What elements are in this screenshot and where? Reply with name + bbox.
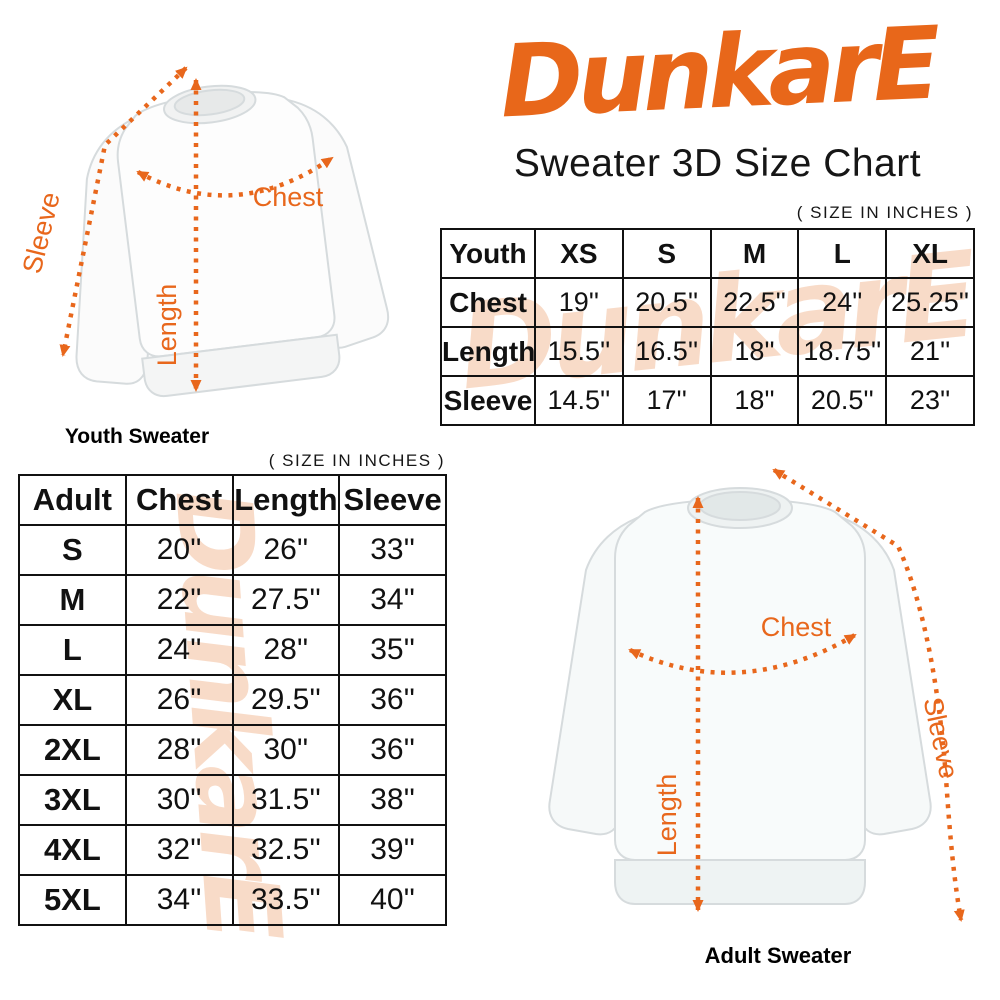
table-cell: 22'': [124, 574, 234, 626]
youth-sweater-graphic: [75, 84, 390, 398]
table-cell: 28'': [231, 624, 341, 676]
table-header-row: Youth XS S M L XL: [440, 228, 975, 279]
adult-sleeve-measure-line: [772, 468, 965, 922]
table-cell: 35'': [338, 624, 447, 676]
column-header: Chest: [124, 474, 234, 526]
table-cell: 34'': [124, 874, 234, 926]
table-cell: 22.5'': [709, 277, 800, 328]
table-row: XL 26'' 29.5'' 36'': [18, 674, 447, 726]
youth-body: [116, 91, 336, 358]
table-cell: 31.5'': [231, 774, 341, 826]
table-cell: 23'': [885, 375, 975, 426]
table-cell: 18'': [709, 326, 800, 377]
row-header: S: [18, 524, 127, 576]
table-cell: 20.5'': [797, 375, 888, 426]
table-row: 5XL 34'' 33.5'' 40'': [18, 874, 447, 926]
adult-size-note: ( SIZE IN INCHES ): [268, 451, 445, 470]
row-header: M: [18, 574, 127, 626]
row-header: 3XL: [18, 774, 127, 826]
table-cell: 33'': [338, 524, 447, 576]
table-cell: 32.5'': [231, 824, 341, 876]
column-header: S: [621, 228, 712, 279]
table-cell: 29.5'': [231, 674, 341, 726]
row-header: Chest: [440, 277, 536, 328]
column-header: M: [709, 228, 800, 279]
column-header: XS: [534, 228, 624, 279]
table-cell: 18'': [709, 375, 800, 426]
adult-measure-lines: [628, 468, 965, 922]
table-cell: 15.5'': [534, 326, 624, 377]
youth-length-measure-label: Length: [152, 284, 182, 367]
adult-hem-band: [614, 859, 866, 905]
adult-length-measure-label: Length: [652, 774, 682, 857]
table-cell: 40'': [338, 874, 447, 926]
youth-size-note: ( SIZE IN INCHES ): [796, 203, 973, 222]
table-cell: 16.5'': [621, 326, 712, 377]
table-row: L 24'' 28'' 35'': [18, 624, 447, 676]
youth-measure-lines: [59, 66, 334, 392]
row-header: XL: [18, 674, 127, 726]
column-header: L: [797, 228, 888, 279]
column-header: Adult: [18, 474, 127, 526]
row-header: 5XL: [18, 874, 127, 926]
table-cell: 39'': [338, 824, 447, 876]
column-header: Sleeve: [338, 474, 447, 526]
table-cell: 27.5'': [231, 574, 341, 626]
adult-chest-measure-label: Chest: [761, 612, 832, 642]
table-cell: 34'': [338, 574, 447, 626]
column-header: XL: [885, 228, 975, 279]
table-cell: 32'': [124, 824, 234, 876]
table-cell: 17'': [621, 375, 712, 426]
table-cell: 21'': [885, 326, 975, 377]
table-row: 4XL 32'' 32.5'' 39'': [18, 824, 447, 876]
row-header: Sleeve: [440, 375, 536, 426]
table-cell: 38'': [338, 774, 447, 826]
table-row: S 20'' 26'' 33'': [18, 524, 447, 576]
table-cell: 26'': [124, 674, 234, 726]
table-row: Sleeve 14.5'' 17'' 18'' 20.5'' 23'': [440, 375, 975, 426]
table-cell: 28'': [124, 724, 234, 776]
table-cell: 24'': [797, 277, 888, 328]
youth-sleeve-measure-line: [59, 66, 188, 357]
adult-size-table: Adult Chest Length Sleeve S 20'' 26'' 33'' M 22''…: [18, 474, 447, 926]
youth-diagram-caption: Youth Sweater: [64, 425, 210, 448]
adult-sweater-diagram: Length Chest Sleeve: [548, 468, 965, 922]
table-cell: 33.5'': [231, 874, 341, 926]
table-row: 2XL 28'' 30'' 36'': [18, 724, 447, 776]
table-cell: 19'': [534, 277, 624, 328]
youth-sleeve-measure-label: Sleeve: [17, 189, 66, 276]
table-cell: 26'': [231, 524, 341, 576]
table-cell: 30'': [231, 724, 341, 776]
table-cell: 14.5'': [534, 375, 624, 426]
table-cell: 20.5'': [621, 277, 712, 328]
adult-diagram-caption: Adult Sweater: [704, 943, 852, 968]
table-header-row: Adult Chest Length Sleeve: [18, 474, 447, 526]
youth-sweater-diagram: Sleeve Length Chest: [17, 66, 390, 398]
column-header: Youth: [440, 228, 536, 279]
row-header: 4XL: [18, 824, 127, 876]
column-header: Length: [231, 474, 341, 526]
table-row: Length 15.5'' 16.5'' 18'' 18.75'' 21'': [440, 326, 975, 377]
table-cell: 18.75'': [797, 326, 888, 377]
table-row: Chest 19'' 20.5'' 22.5'' 24'' 25.25'': [440, 277, 975, 328]
table-cell: 36'': [338, 724, 447, 776]
table-cell: 30'': [124, 774, 234, 826]
row-header: 2XL: [18, 724, 127, 776]
table-row: 3XL 30'' 31.5'' 38'': [18, 774, 447, 826]
brand-logo: DunkarE: [497, 4, 938, 140]
youth-chest-measure-label: Chest: [253, 182, 324, 212]
row-header: Length: [440, 326, 536, 377]
adult-sweater-graphic: [548, 487, 932, 905]
row-header: L: [18, 624, 127, 676]
table-cell: 36'': [338, 674, 447, 726]
youth-size-table: Youth XS S M L XL Chest 19'' 20.5'' 22.5'' 24'' 25.…: [440, 228, 975, 426]
table-cell: 20'': [124, 524, 234, 576]
page-title: Sweater 3D Size Chart: [513, 142, 922, 185]
table-row: M 22'' 27.5'' 34'': [18, 574, 447, 626]
adult-collar-inner: [699, 491, 781, 521]
table-cell: 24'': [124, 624, 234, 676]
table-cell: 25.25'': [885, 277, 975, 328]
